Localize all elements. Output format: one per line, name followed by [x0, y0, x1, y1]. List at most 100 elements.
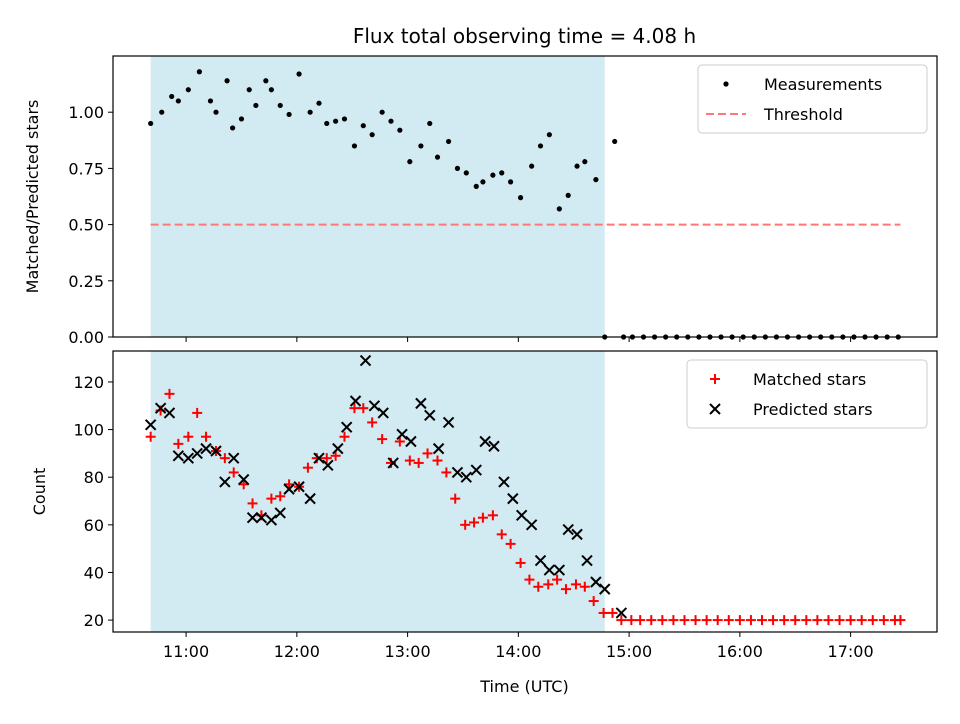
data-point: [286, 111, 292, 118]
x-tick-label: 13:00: [385, 642, 431, 661]
data-point: [332, 442, 344, 455]
data-point: [745, 615, 756, 626]
legend-box: [697, 64, 928, 134]
data-point: [812, 615, 823, 626]
data-point: [581, 554, 593, 567]
legend-label: Measurements: [764, 75, 882, 94]
data-point: [268, 87, 274, 93]
data-point: [537, 143, 544, 149]
y-tick-label: 20: [84, 611, 104, 630]
data-point: [588, 596, 599, 607]
data-point: [379, 109, 385, 115]
data-point: [418, 143, 424, 149]
data-point: [450, 493, 461, 504]
data-point: [635, 615, 646, 626]
chart-title: Flux total observing time = 4.08 h: [353, 24, 696, 48]
data-point: [360, 123, 366, 129]
data-point: [163, 407, 176, 419]
data-point: [571, 528, 583, 541]
data-point: [394, 436, 405, 447]
data-point: [422, 448, 433, 459]
data-point: [266, 493, 277, 504]
data-point: [293, 481, 305, 493]
y-tick-label: 120: [73, 373, 104, 392]
data-point: [175, 98, 181, 104]
data-point: [228, 452, 240, 464]
data-point: [479, 435, 491, 448]
data-point: [441, 467, 452, 478]
x-tick-label: 12:00: [274, 642, 320, 661]
data-point: [302, 462, 313, 473]
data-point: [396, 428, 408, 441]
data-point: [556, 206, 562, 212]
data-point: [590, 576, 602, 588]
data-point: [473, 183, 479, 189]
data-point: [657, 615, 668, 626]
legend: Measurements Threshold: [697, 64, 928, 134]
data-point: [349, 403, 360, 414]
data-point: [593, 177, 599, 183]
data-point: [164, 388, 175, 399]
data-point: [304, 492, 316, 505]
data-point: [387, 457, 399, 469]
data-point: [517, 195, 524, 201]
data-point: [432, 442, 445, 455]
data-point: [508, 179, 514, 185]
data-point: [553, 564, 566, 576]
data-point: [238, 116, 245, 122]
data-point: [515, 557, 526, 568]
data-point: [867, 615, 878, 626]
top-panel: 0.00 0.25 0.50 0.75 1.00 Matched/Predicted st…: [23, 55, 938, 347]
data-point: [451, 466, 464, 479]
data-point: [246, 87, 252, 93]
data-point: [460, 471, 473, 483]
data-point: [415, 397, 427, 410]
data-point: [499, 170, 505, 176]
y-tick-label: 80: [84, 468, 104, 487]
legend-handle-x: [709, 403, 721, 415]
data-point: [427, 120, 433, 127]
data-point: [407, 159, 413, 165]
data-point: [191, 447, 203, 460]
data-point: [679, 615, 690, 626]
data-point: [524, 574, 535, 585]
data-point: [626, 615, 637, 626]
data-point: [533, 581, 544, 592]
data-point: [612, 138, 618, 145]
y-tick-label: 0.75: [68, 159, 104, 178]
y-tick-label: 0.00: [68, 328, 104, 347]
data-point: [562, 523, 574, 536]
data-point: [823, 615, 834, 626]
data-point: [148, 120, 154, 127]
data-point: [322, 459, 334, 472]
data-point: [405, 435, 417, 448]
legend: Matched stars Predicted stars: [686, 359, 928, 429]
data-point: [247, 498, 258, 509]
data-point: [333, 118, 339, 124]
data-point: [424, 409, 436, 422]
legend-label: Matched stars: [753, 370, 866, 389]
data-point: [349, 395, 362, 407]
data-point: [388, 118, 394, 124]
data-point: [434, 154, 441, 160]
data-point: [173, 438, 184, 449]
data-point: [321, 453, 332, 464]
data-point: [615, 607, 628, 619]
data-point: [307, 109, 313, 115]
data-point: [534, 554, 547, 567]
observing-window-span: [150, 56, 605, 337]
data-point: [253, 102, 259, 109]
data-point: [200, 442, 212, 455]
data-point: [296, 71, 302, 77]
data-point: [192, 407, 203, 418]
data-point: [668, 615, 679, 626]
data-point: [445, 138, 452, 145]
data-point: [570, 579, 581, 590]
data-point: [341, 116, 348, 122]
data-point: [145, 431, 156, 442]
data-point: [210, 445, 222, 457]
data-point: [734, 615, 745, 626]
data-point: [230, 125, 236, 131]
data-point: [265, 514, 278, 526]
data-point: [201, 431, 212, 442]
